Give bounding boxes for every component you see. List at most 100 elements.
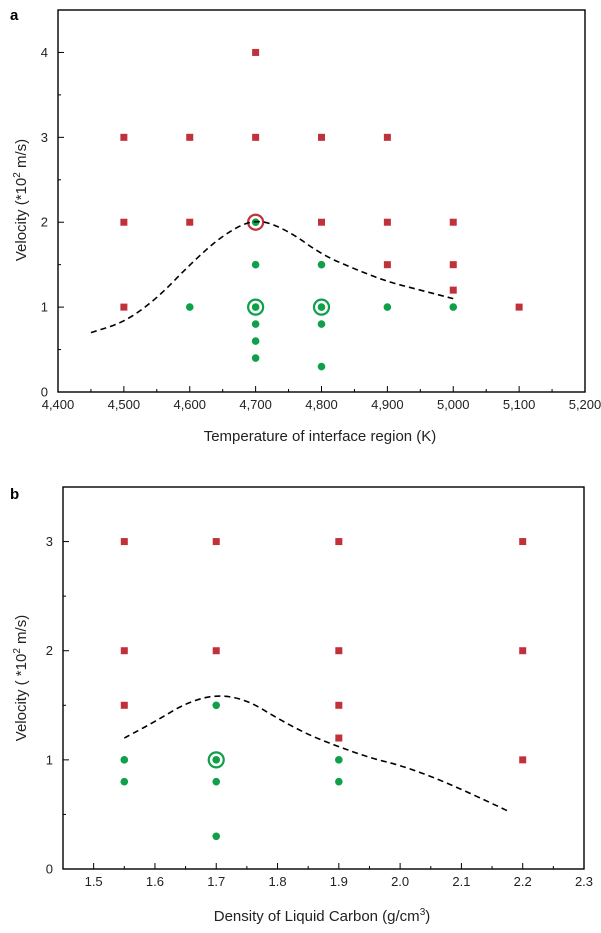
panel-a-x-tick-labels: 4,400 4,500 4,600 4,700 4,800 4,900 5,000 5,100… (42, 397, 601, 412)
green-highlight-ring (312, 298, 331, 316)
red-square-point (449, 286, 457, 294)
panel-b-ticks (63, 541, 585, 870)
red-square-point (515, 303, 523, 311)
panel-b-y-axis-title: Velocity ( *102 m/s) (12, 615, 30, 741)
red-square-point (212, 538, 220, 546)
red-square-point (449, 218, 457, 226)
green-circle-point (317, 362, 326, 371)
red-square-point (186, 133, 194, 141)
green-circle-point (185, 303, 194, 311)
green-circle-point (120, 756, 129, 764)
x-tick-label: 4,400 (42, 397, 75, 412)
red-square-point (252, 48, 260, 56)
x-tick-label: 5,100 (503, 397, 536, 412)
y-tick-label: 3 (41, 130, 48, 145)
panel-a-marks (90, 48, 523, 371)
x-tick-label: 5,200 (569, 397, 601, 412)
red-square-point (120, 303, 128, 311)
y-tick-label: 0 (41, 385, 48, 400)
panel-a-y-axis-title-sup: 2 (12, 172, 23, 178)
panel-a-x-axis-title: Temperature of interface region (K) (204, 428, 437, 445)
x-tick-label: 2.3 (575, 874, 593, 889)
panel-a-frame (57, 9, 586, 393)
green-circle-point (335, 756, 343, 764)
red-square-point (383, 133, 391, 141)
y-tick-label: 0 (46, 862, 53, 877)
green-circle-point (120, 777, 129, 786)
x-tick-label: 4,800 (305, 397, 338, 412)
red-square-point (519, 756, 527, 764)
green-circle-point (335, 777, 343, 786)
green-circle-point (251, 354, 260, 362)
y-tick-label: 2 (41, 215, 48, 230)
x-tick-label: 4,500 (108, 397, 141, 412)
x-tick-label: 4,600 (173, 397, 206, 412)
panel-b-letter: b (10, 486, 19, 503)
panel-b-y-axis-title-tail: m/s) (13, 615, 30, 648)
green-circle-point (383, 303, 392, 311)
panel-a-y-tick-labels: 0 1 2 3 4 (41, 45, 48, 400)
x-tick-label: 1.7 (207, 874, 225, 889)
panel-a-ticks (57, 51, 586, 393)
x-tick-label: 1.6 (146, 874, 164, 889)
green-circle-point (251, 320, 260, 328)
dashed-fit-line (90, 220, 454, 334)
green-circle-point (317, 260, 326, 269)
x-tick-label: 2.1 (452, 874, 470, 889)
red-square-point (449, 261, 457, 269)
red-square-point (318, 218, 325, 226)
red-square-point (120, 538, 128, 546)
red-square-point (335, 647, 343, 655)
red-square-point (519, 647, 527, 655)
green-circle-point (212, 756, 221, 764)
x-tick-label: 4,900 (371, 397, 404, 412)
panel-b-x-axis-title-sup: 3 (420, 907, 426, 918)
red-square-point (186, 218, 194, 226)
panel-a-y-axis-title-main: Velocity (*10 (13, 178, 30, 261)
panel-a-y-axis-title: Velocity (*102 m/s) (12, 139, 30, 261)
panel-b: b 1.5 1.6 1.7 1.8 1.9 2.0 2.1 2.2 2.3 0 1 2 3 Densi… (10, 486, 593, 925)
green-circle-point (449, 303, 458, 311)
x-tick-label: 4,700 (239, 397, 272, 412)
x-tick-label: 5,000 (437, 397, 470, 412)
green-circle-point (212, 701, 221, 710)
green-circle-point (317, 320, 326, 328)
green-circle-point (251, 303, 260, 311)
green-highlight-ring (247, 298, 265, 316)
panel-b-x-axis-title-main: Density of Liquid Carbon (g/cm (214, 908, 420, 925)
green-highlight-ring (207, 751, 225, 769)
y-tick-label: 3 (46, 534, 53, 549)
green-circle-point (317, 303, 326, 311)
panel-b-y-axis-title-sup: 2 (12, 648, 23, 654)
x-tick-label: 2.2 (514, 874, 532, 889)
red-square-point (335, 734, 343, 742)
red-square-point (120, 701, 128, 709)
green-circle-point (212, 832, 221, 841)
green-circle-point (212, 777, 221, 786)
x-tick-label: 1.8 (268, 874, 286, 889)
panel-b-y-tick-labels: 0 1 2 3 (46, 534, 53, 876)
panel-b-marks (120, 538, 527, 841)
panel-a: a 4,400 4,500 4,600 4,700 4,800 4,900 5,000 5,1… (10, 7, 601, 445)
y-tick-label: 4 (41, 45, 48, 60)
panel-b-x-axis-title-tail: ) (425, 908, 430, 925)
green-circle-point (251, 260, 260, 269)
y-tick-label: 1 (46, 752, 53, 767)
panel-a-y-axis-title-tail: m/s) (13, 139, 30, 172)
panel-b-y-axis-title-main: Velocity ( *10 (13, 654, 30, 742)
x-tick-label: 2.0 (391, 874, 409, 889)
panel-b-x-tick-labels: 1.5 1.6 1.7 1.8 1.9 2.0 2.1 2.2 2.3 (85, 874, 593, 889)
y-tick-label: 2 (46, 643, 53, 658)
dashed-fit-line (123, 695, 511, 813)
x-tick-label: 1.5 (85, 874, 103, 889)
y-tick-label: 1 (41, 300, 48, 315)
red-square-point (252, 133, 260, 141)
red-square-point (212, 647, 220, 655)
red-square-point (120, 133, 128, 141)
panel-b-x-axis-title: Density of Liquid Carbon (g/cm3) (214, 907, 431, 925)
red-square-point (383, 218, 391, 226)
red-square-point (383, 261, 391, 269)
green-circle-point (251, 337, 260, 345)
red-square-point (120, 647, 128, 655)
